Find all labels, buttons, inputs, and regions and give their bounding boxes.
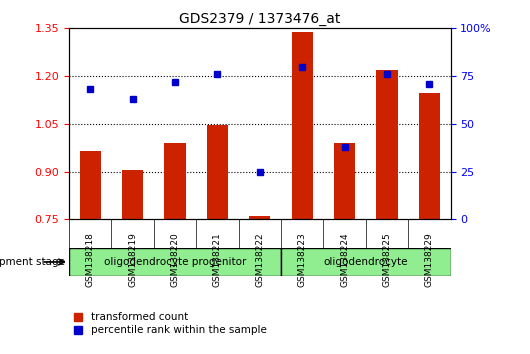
Text: development stage: development stage	[0, 257, 66, 267]
Bar	[164, 143, 186, 219]
Text: oligodendrocyte: oligodendrocyte	[323, 257, 408, 267]
Title: GDS2379 / 1373476_at: GDS2379 / 1373476_at	[179, 12, 340, 26]
Bar	[207, 125, 228, 219]
Bar	[419, 93, 440, 219]
Text: GSM138229: GSM138229	[425, 232, 434, 287]
Text: GSM138221: GSM138221	[213, 232, 222, 287]
Text: GSM138225: GSM138225	[383, 232, 391, 287]
Text: GSM138218: GSM138218	[86, 232, 94, 287]
Text: GSM138223: GSM138223	[298, 232, 306, 287]
Bar	[122, 170, 143, 219]
Bar	[376, 70, 398, 219]
Text: GSM138220: GSM138220	[171, 232, 179, 287]
Bar	[80, 151, 101, 219]
Bar	[281, 248, 450, 276]
Bar	[69, 248, 281, 276]
Text: GSM138219: GSM138219	[128, 232, 137, 287]
Text: GSM138222: GSM138222	[255, 232, 264, 287]
Bar	[292, 32, 313, 219]
Legend: transformed count, percentile rank within the sample: transformed count, percentile rank withi…	[74, 312, 267, 336]
Bar	[249, 216, 270, 219]
Bar	[334, 143, 355, 219]
Text: oligodendrocyte progenitor: oligodendrocyte progenitor	[104, 257, 246, 267]
Text: GSM138224: GSM138224	[340, 232, 349, 287]
